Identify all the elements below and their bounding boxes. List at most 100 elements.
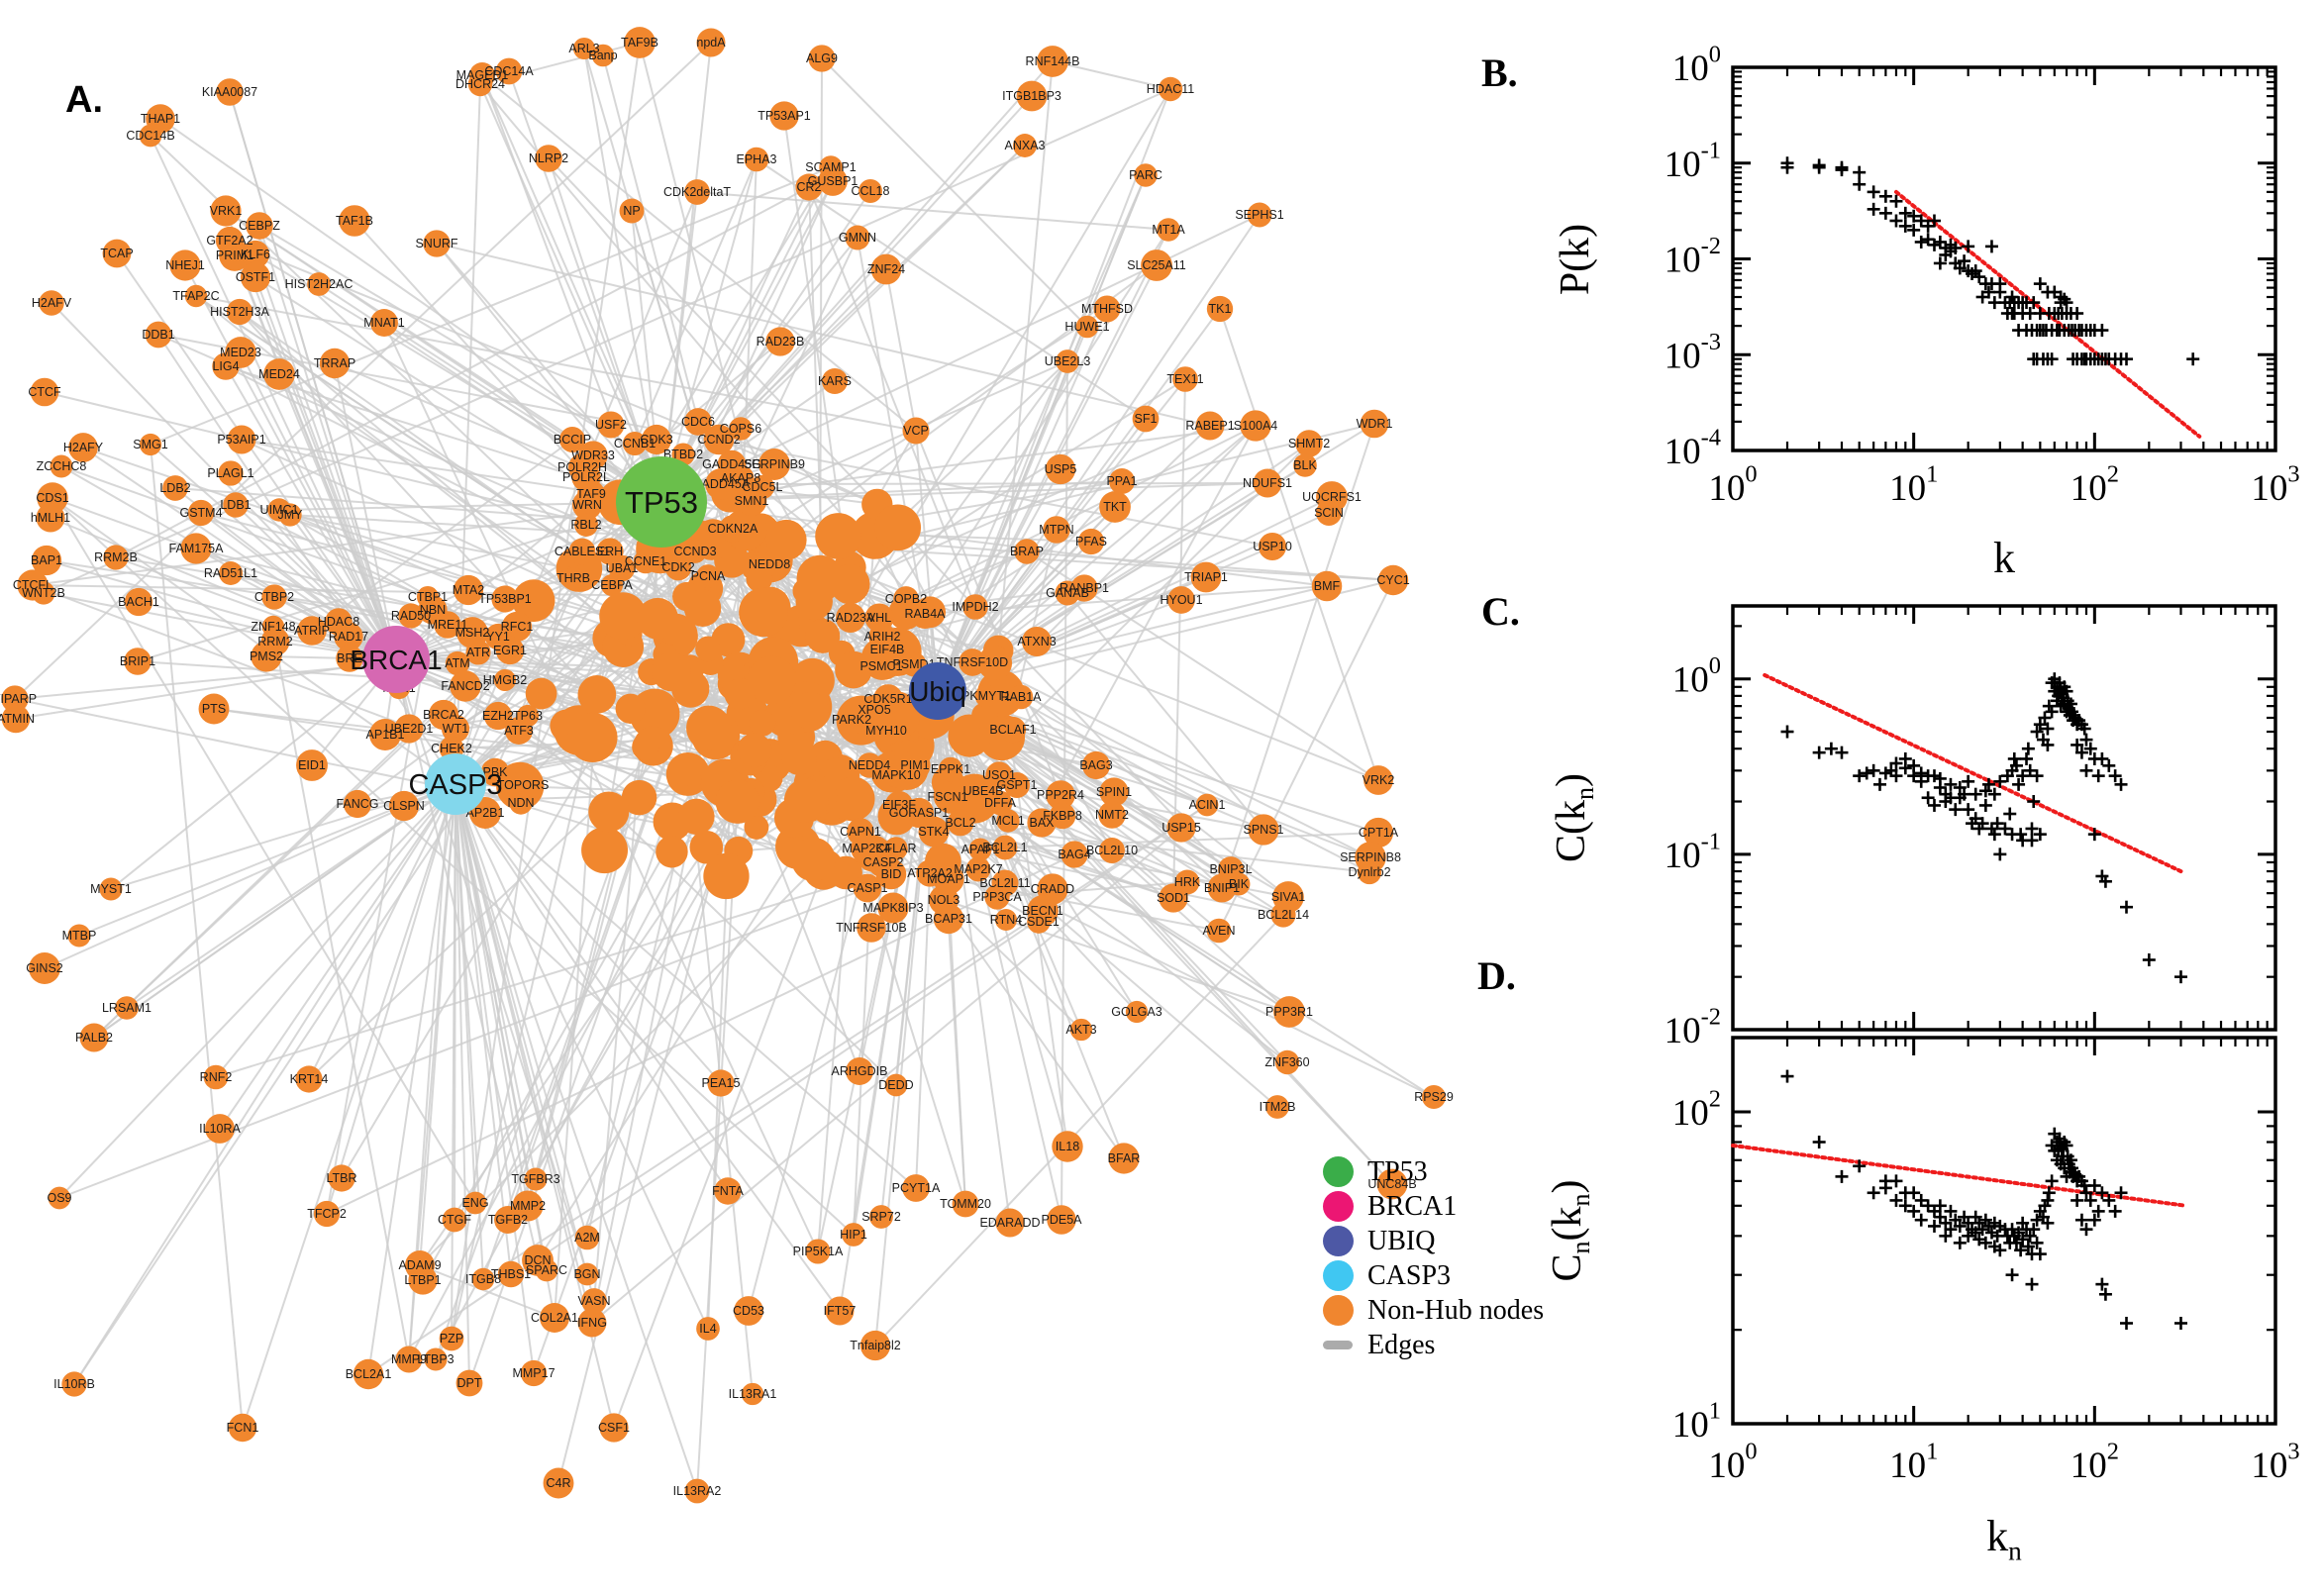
network-node-label: Dynlrb2 [1348, 865, 1390, 879]
network-node [591, 44, 615, 67]
network-node-label: CABLES1 [555, 545, 610, 558]
network-node [836, 704, 867, 736]
network-node-label: GSTM4 [179, 506, 222, 520]
legend-node-swatch [1323, 1260, 1354, 1291]
network-node-label: ARL3 [568, 42, 599, 55]
network-node [965, 856, 991, 882]
network-node [495, 636, 525, 665]
network-node [597, 411, 625, 439]
network-node [115, 996, 139, 1020]
network-node-label: CSDE1 [1018, 915, 1060, 929]
network-node-label: TGFBR3 [511, 1172, 559, 1186]
network-node [934, 783, 961, 811]
network-node-label: H2AFY [63, 441, 104, 454]
network-node-label: DEDD [878, 1078, 913, 1092]
network-node [465, 640, 491, 665]
network-node-label: UBE2L3 [1045, 354, 1091, 368]
network-node-label: BTBD2 [663, 448, 703, 461]
network-node-label: A2M [574, 1231, 600, 1245]
network-node-label: PPA1 [1106, 474, 1137, 488]
network-node-label: SPNS1 [1244, 823, 1284, 837]
network-node [574, 513, 598, 537]
network-node [1014, 539, 1040, 564]
network-node [369, 719, 401, 750]
network-node [877, 892, 909, 924]
network-node-label: KARS [818, 374, 852, 388]
axis-ticks [1731, 606, 2277, 1032]
network-node [893, 586, 919, 612]
legend-item: CASP3 [1323, 1260, 1544, 1291]
network-node-label: CASP1 [848, 881, 888, 895]
network-node [1134, 163, 1158, 187]
network-node [336, 645, 363, 672]
network-node [441, 714, 470, 744]
network-node-label: PPP3R1 [1265, 1005, 1313, 1019]
network-node-label: NOL3 [928, 893, 960, 907]
network-node-label: HRK [1174, 875, 1201, 889]
network-node-label: TRIAP1 [1184, 570, 1228, 584]
network-node [442, 1207, 467, 1233]
network-node [251, 641, 282, 672]
network-node [79, 1023, 109, 1052]
network-node-label: TP53BP1 [478, 592, 532, 606]
network-node-label: BCL2L1 [982, 841, 1027, 854]
network-node-label: WDR1 [1357, 417, 1393, 431]
network-node-label: MED23 [220, 346, 261, 359]
network-node-label: GANAB [1046, 586, 1089, 600]
legend-edge-swatch [1323, 1341, 1353, 1349]
network-node [1172, 366, 1198, 392]
network-node [1013, 134, 1037, 157]
network-node [30, 377, 59, 407]
network-node [1206, 918, 1232, 944]
network-node-label: MAPK10 [871, 768, 920, 782]
network-node-label: CDK2deltaT [663, 185, 731, 199]
network-node-label: OS9 [47, 1191, 71, 1205]
network-node-label: PARK2 [832, 713, 871, 727]
network-node-label: BCL2L11 [979, 876, 1030, 890]
network-node-label: RAD23A [827, 611, 875, 625]
network-node [1056, 349, 1079, 373]
network-node-label: RAD50 [391, 609, 431, 623]
network-node-label: CYC1 [1376, 573, 1409, 587]
network-node [883, 762, 909, 788]
axis-tick-label: 101 [1889, 1439, 1938, 1487]
network-node [859, 1330, 891, 1361]
network-node-label: GINS2 [26, 961, 63, 975]
network-node-label: C4R [546, 1476, 570, 1490]
fit-line [1763, 672, 2183, 874]
network-node [328, 1164, 355, 1192]
network-node-label: Tnfaip8l2 [850, 1339, 900, 1352]
network-node-label: CCNE1 [625, 554, 666, 568]
network-node-label: MTHFSD [1081, 302, 1133, 316]
network-node-label: VASN [577, 1294, 610, 1308]
network-node-label: SERPINB8 [1340, 850, 1401, 864]
network-node [394, 714, 424, 744]
network-node [1055, 580, 1080, 606]
network-node [1037, 46, 1068, 77]
network-node [1, 685, 29, 713]
network-node [836, 603, 865, 633]
network-node [102, 239, 132, 268]
network-node [1158, 76, 1183, 102]
network-node [493, 668, 517, 692]
network-node-label: PMS2 [250, 649, 283, 663]
network-node [1253, 468, 1282, 498]
network-node [765, 327, 795, 356]
axis-tick-label: 101 [1889, 461, 1938, 510]
network-node-label: RAD23B [757, 335, 805, 349]
network-node [187, 499, 215, 527]
axis-tick-label: 10-3 [1665, 329, 1721, 377]
network-node-label: USP15 [1162, 821, 1201, 835]
network-node-label: PIM1 [900, 758, 929, 772]
network-node [1081, 750, 1111, 780]
network-node [507, 769, 539, 801]
network-node-label: TAF9 [576, 487, 606, 501]
network-node-label: TNFRSF10B [836, 921, 907, 935]
network-node-label: PFAS [1075, 535, 1107, 549]
network-node [1240, 410, 1271, 442]
network-node-label: NEDD8 [749, 557, 790, 571]
network-node [902, 417, 930, 445]
network-node-label: BIK [1229, 877, 1250, 891]
network-node-label: ATP2A2 [907, 866, 953, 880]
network-node-label: CDK3 [640, 433, 672, 447]
